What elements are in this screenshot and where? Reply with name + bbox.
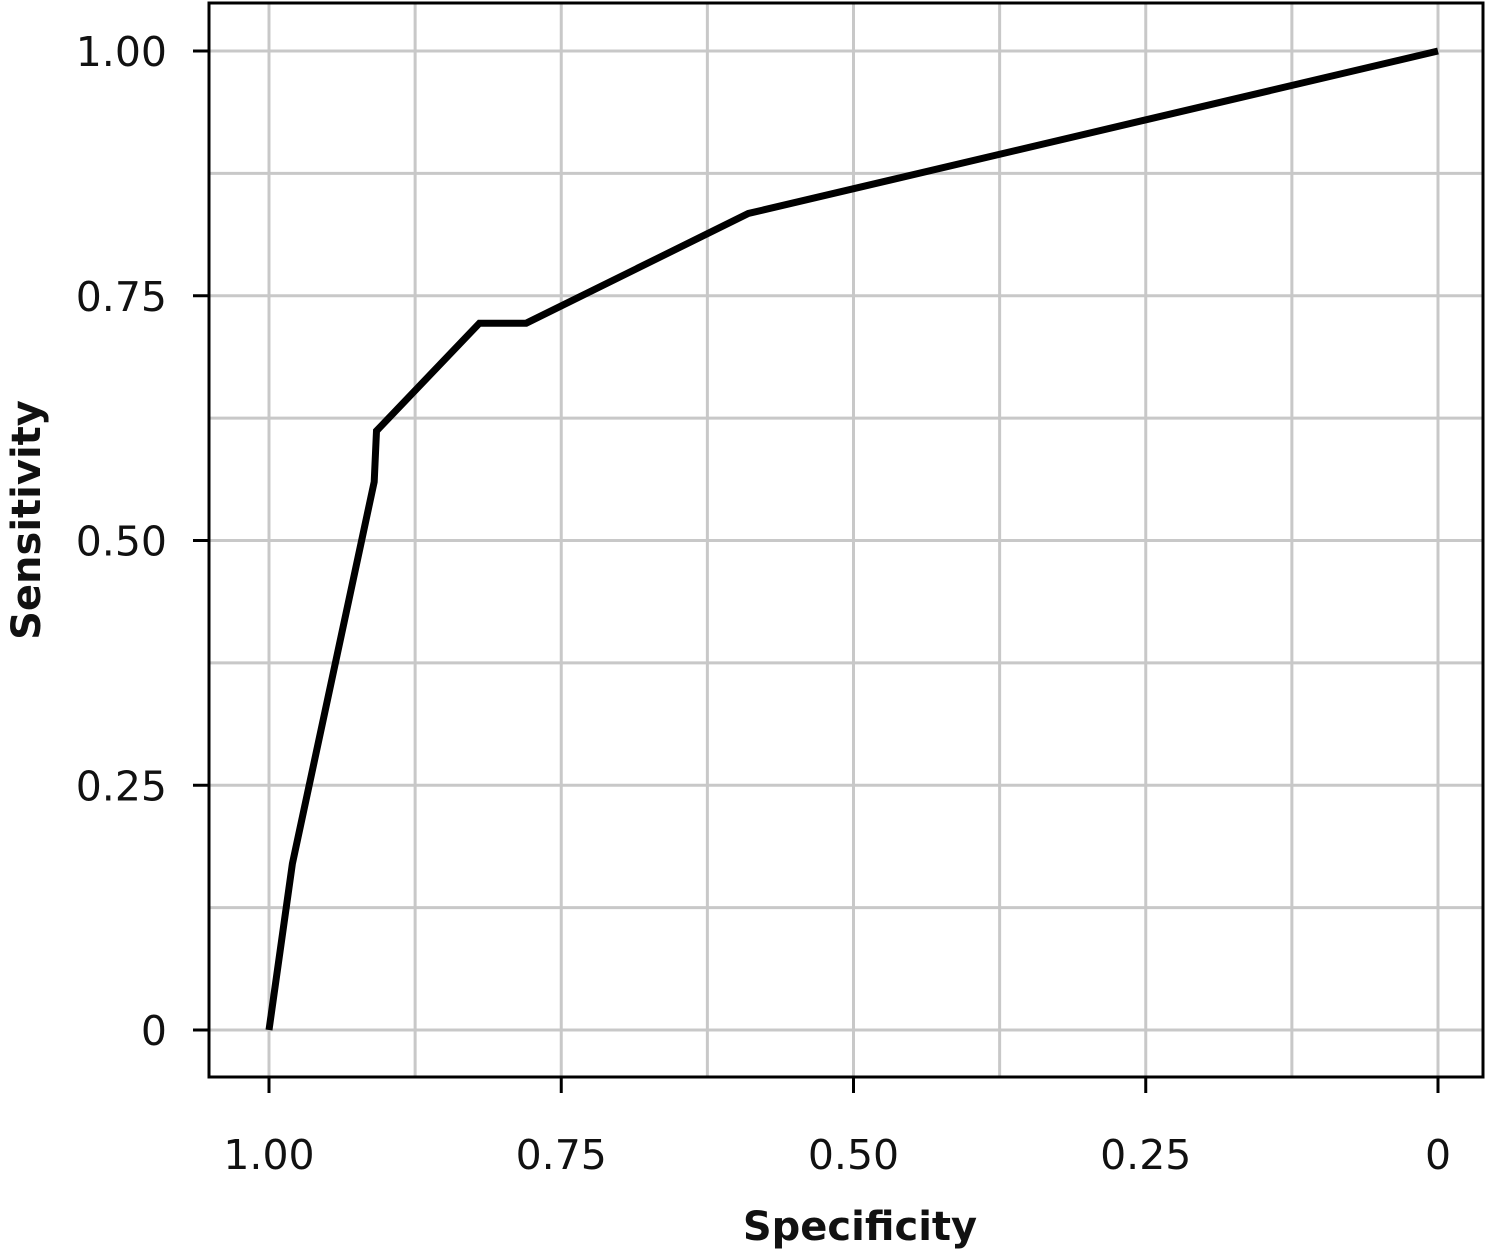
- grid: [209, 3, 1483, 1077]
- series-layer: [265, 47, 1439, 1031]
- y-tick-label: 0: [141, 1007, 167, 1055]
- x-tick-label: 0.25: [1100, 1131, 1191, 1179]
- roc-curve: [265, 47, 1439, 1031]
- x-tick-label: 0.50: [808, 1131, 899, 1179]
- y-tick-label: 1.00: [76, 28, 167, 76]
- ticks: 1.00 0.75 0.50 0.25 0 0 0.25 0.50 0.75 1.00: [76, 28, 1451, 1179]
- x-tick-label: 1.00: [223, 1131, 314, 1179]
- y-axis-title: Sensitivity: [4, 400, 50, 640]
- x-tick-label: 0.75: [516, 1131, 607, 1179]
- y-tick-label: 0.50: [76, 518, 167, 566]
- y-tick-label: 0.75: [76, 273, 167, 321]
- x-tick-label: 0: [1425, 1131, 1451, 1179]
- x-axis-title: Specificity: [743, 1204, 977, 1250]
- y-tick-label: 0.25: [76, 762, 167, 810]
